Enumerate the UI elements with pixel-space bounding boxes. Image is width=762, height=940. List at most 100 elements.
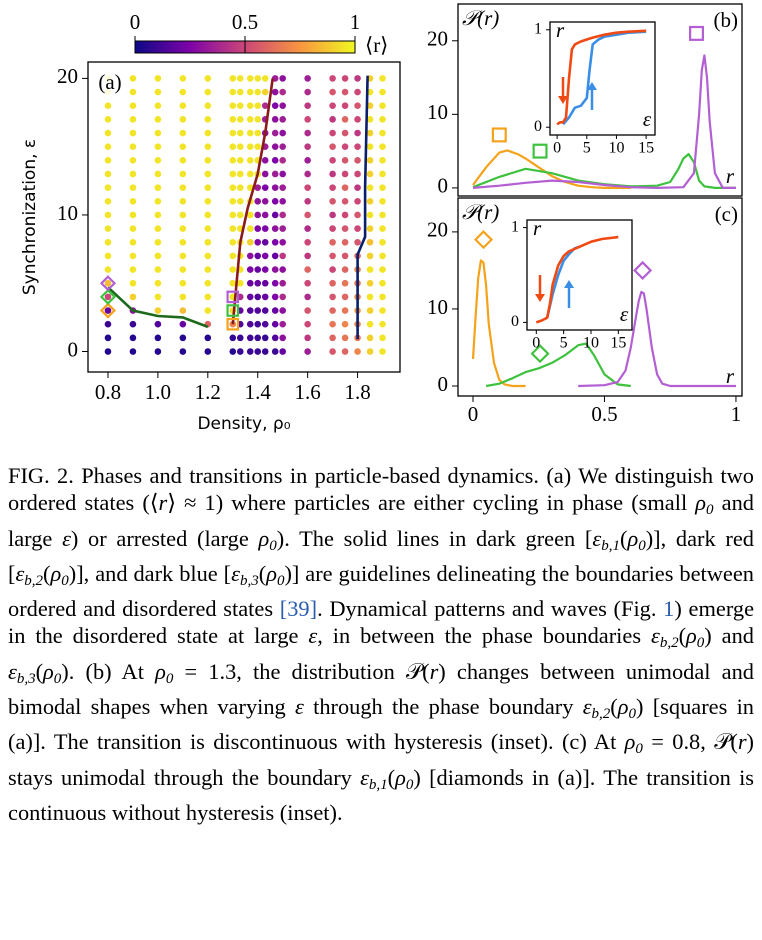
data-dot bbox=[271, 143, 279, 150]
data-dot bbox=[341, 307, 349, 314]
data-dot bbox=[129, 348, 137, 355]
data-dot bbox=[154, 157, 162, 164]
data-dot bbox=[279, 348, 286, 355]
data-dot bbox=[129, 211, 137, 219]
y-axis-label: Synchronization, ε bbox=[20, 139, 40, 295]
inset-y-label: r bbox=[556, 18, 565, 42]
data-dot bbox=[104, 279, 112, 287]
data-dot bbox=[154, 143, 162, 150]
x-tick-label: 10 bbox=[608, 140, 624, 157]
data-dot bbox=[246, 102, 254, 110]
data-dot bbox=[254, 307, 262, 314]
data-dot bbox=[246, 334, 254, 342]
caption-text: ε bbox=[231, 560, 240, 586]
caption-text: 0 bbox=[638, 537, 646, 554]
distribution-curve bbox=[472, 149, 631, 189]
data-dot bbox=[129, 129, 137, 137]
caption-text: )] are guidelines delineating the bounda… bbox=[8, 560, 754, 622]
data-dot bbox=[329, 116, 336, 123]
caption-text: ) and bbox=[704, 623, 754, 649]
data-dot bbox=[379, 197, 386, 205]
data-dot bbox=[236, 170, 244, 178]
data-dot bbox=[379, 266, 386, 273]
data-dot bbox=[271, 293, 279, 301]
data-dot bbox=[261, 252, 269, 260]
boundary-line bbox=[356, 75, 369, 340]
data-dot bbox=[254, 348, 262, 355]
data-dot bbox=[261, 334, 269, 342]
data-dot bbox=[261, 266, 269, 273]
y-axis-label: 𝒫(r) bbox=[462, 6, 499, 30]
caption-text: = 1.3, the distribution bbox=[173, 658, 406, 684]
x-tick-label: 0.8 bbox=[95, 380, 121, 404]
data-dot bbox=[246, 307, 254, 314]
data-dot bbox=[246, 129, 254, 137]
x-tick-label: 10 bbox=[583, 335, 599, 352]
data-dot bbox=[354, 88, 361, 96]
colorbar-tick-label: 0.5 bbox=[232, 10, 258, 34]
data-dot bbox=[341, 293, 349, 301]
plot-frame bbox=[87, 61, 401, 373]
x-tick-label: 0 bbox=[532, 335, 540, 352]
data-dot bbox=[129, 102, 137, 110]
data-dot bbox=[129, 143, 137, 150]
data-dot bbox=[379, 129, 386, 137]
panel-label: (b) bbox=[714, 8, 739, 32]
y-tick-label: 1 bbox=[534, 20, 542, 37]
y-tick-label: 20 bbox=[427, 218, 448, 242]
arrow-head bbox=[535, 294, 545, 302]
data-dot bbox=[104, 129, 112, 137]
data-dot bbox=[229, 170, 237, 178]
data-dot bbox=[341, 170, 349, 178]
colorbar-tick-label: 1 bbox=[350, 10, 361, 34]
data-dot bbox=[154, 320, 162, 328]
data-dot bbox=[271, 348, 279, 355]
data-dot bbox=[129, 279, 137, 287]
data-dot bbox=[246, 279, 254, 287]
data-dot bbox=[279, 225, 286, 232]
data-dot bbox=[341, 334, 349, 342]
inset-curve bbox=[535, 235, 619, 324]
data-dot bbox=[179, 157, 187, 164]
data-dot bbox=[129, 266, 137, 273]
data-dot bbox=[104, 266, 112, 273]
data-dot bbox=[379, 75, 386, 82]
caption-text: ρ bbox=[50, 560, 62, 586]
caption-text: 0 bbox=[61, 572, 69, 589]
caption-text: , in between the phase boundaries bbox=[317, 623, 651, 649]
data-dot bbox=[379, 348, 386, 355]
panel-label: (a) bbox=[98, 70, 121, 94]
y-tick-label: 0 bbox=[438, 174, 449, 198]
data-dot bbox=[271, 238, 279, 246]
data-dot bbox=[379, 279, 386, 287]
x-tick-label: 15 bbox=[610, 335, 626, 352]
data-dot bbox=[304, 266, 311, 273]
data-dot bbox=[279, 75, 286, 82]
data-dot bbox=[154, 211, 162, 219]
data-dot bbox=[329, 320, 336, 328]
boundary-line bbox=[231, 78, 274, 325]
data-dot bbox=[104, 334, 112, 342]
data-dot bbox=[229, 116, 237, 123]
caption-text: b,2 bbox=[591, 706, 611, 723]
data-dot bbox=[271, 197, 279, 205]
data-dot bbox=[366, 293, 374, 301]
data-dot bbox=[204, 334, 212, 342]
data-dot bbox=[341, 320, 349, 328]
panel-label: (c) bbox=[715, 202, 738, 226]
data-dot bbox=[254, 75, 262, 82]
y-tick-label: 10 bbox=[427, 295, 448, 319]
caption-text: ). (b) At bbox=[61, 658, 156, 684]
x-tick-label: 15 bbox=[638, 140, 654, 157]
caption-text: 0 bbox=[53, 670, 62, 687]
data-dot bbox=[254, 320, 262, 328]
data-dot bbox=[261, 225, 269, 232]
data-dot bbox=[129, 184, 137, 191]
data-dot bbox=[271, 88, 279, 96]
data-dot bbox=[179, 279, 187, 287]
data-dot bbox=[329, 102, 336, 110]
data-dot bbox=[279, 157, 286, 164]
data-dot bbox=[254, 334, 262, 342]
data-dot bbox=[341, 225, 349, 232]
